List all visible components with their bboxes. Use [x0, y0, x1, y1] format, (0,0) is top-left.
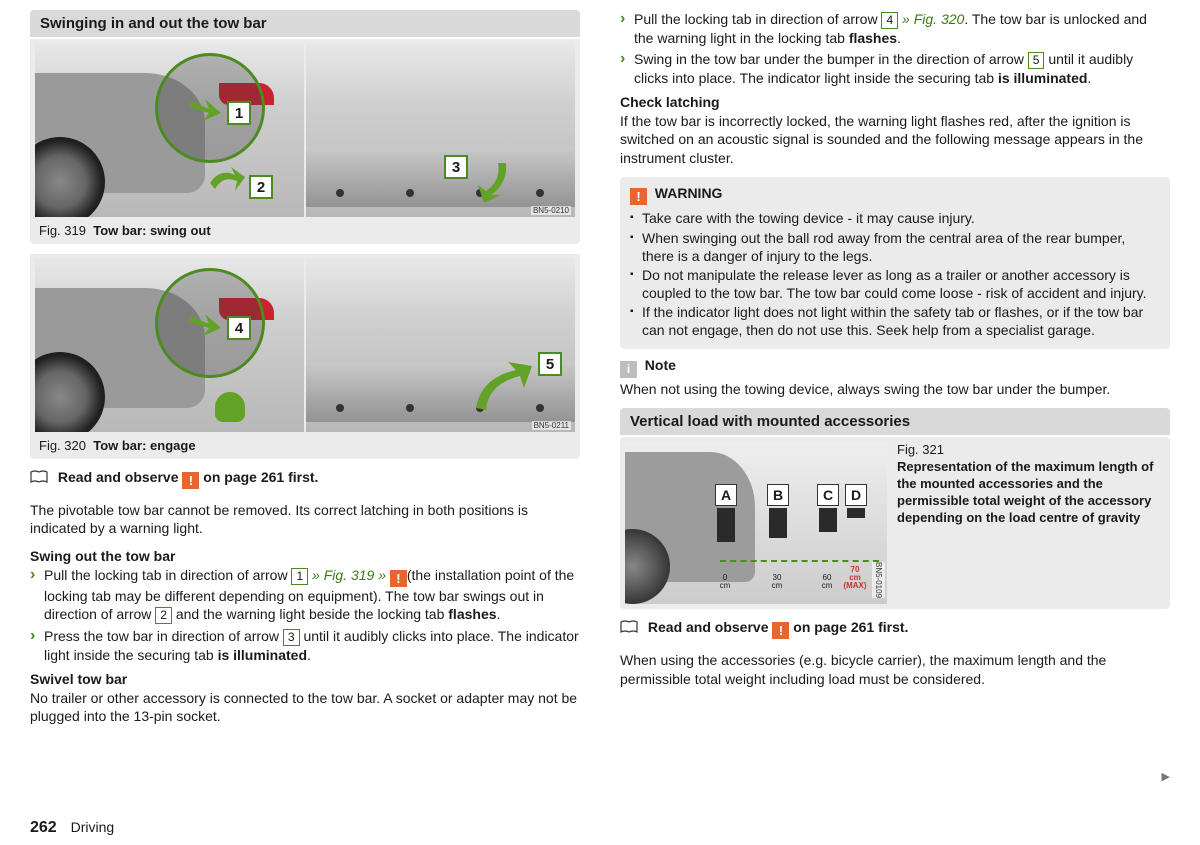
weight-marker: C	[815, 484, 841, 532]
figure-321-image: A 0cm B 30cm C 60cm D 70cm(MAX)	[625, 442, 887, 604]
weight-marker: A	[713, 484, 739, 542]
step-item: Pull the locking tab in direction of arr…	[30, 566, 580, 624]
callout-badge: 4	[227, 316, 251, 340]
image-code: BN5-0109	[872, 562, 885, 598]
note-title: i Note	[620, 357, 1170, 378]
callout-badge: 1	[227, 101, 251, 125]
step-item: Pull the locking tab in direction of arr…	[620, 10, 1170, 47]
figure-320-caption: Fig. 320 Tow bar: engage	[35, 436, 575, 455]
page-number: 262	[30, 819, 57, 836]
section-heading: Swinging in and out the tow bar	[30, 10, 580, 37]
right-column: Pull the locking tab in direction of arr…	[620, 10, 1170, 800]
warning-item: When swinging out the ball rod away from…	[630, 229, 1160, 265]
check-heading: Check latching	[620, 94, 1170, 110]
check-paragraph: If the tow bar is incorrectly locked, th…	[620, 112, 1170, 167]
continuation-icon: ▶	[1162, 770, 1170, 783]
warning-item: Take care with the towing device - it ma…	[630, 209, 1160, 227]
callout-badge: 2	[249, 175, 273, 199]
book-icon	[30, 470, 48, 484]
callout-badge: 5	[538, 352, 562, 376]
left-column: Swinging in and out the tow bar 1 2	[30, 10, 580, 800]
warning-icon: !	[182, 472, 199, 489]
warning-icon: !	[390, 570, 407, 587]
callout-badge: 3	[444, 155, 468, 179]
figure-319-box: 1 2 3 BN5-0210 Fig. 319 Tow ba	[30, 39, 580, 244]
read-observe-line-2: Read and observe ! on page 261 first.	[620, 619, 1170, 639]
arrow-icon	[466, 358, 536, 418]
final-paragraph: When using the accessories (e.g. bicycle…	[620, 651, 1170, 688]
figure-320-box: 4 5 BN5-0211 Fig. 320 Tow bar: engage	[30, 254, 580, 459]
section-heading-2: Vertical load with mounted accessories	[620, 408, 1170, 435]
arrow-icon	[466, 153, 516, 203]
figure-321-caption: Fig. 321 Representation of the maximum l…	[897, 442, 1165, 604]
weight-marker: D	[843, 484, 869, 518]
figure-319-caption: Fig. 319 Tow bar: swing out	[35, 221, 575, 240]
warning-title: ! WARNING	[630, 185, 1160, 205]
figure-320-images: 4 5 BN5-0211	[35, 258, 575, 432]
page-section: Driving	[71, 819, 115, 835]
warning-icon: !	[772, 622, 789, 639]
info-icon: i	[620, 361, 637, 378]
arrow-icon	[205, 163, 245, 203]
step-item: Press the tow bar in direction of arrow …	[30, 627, 580, 664]
swivel-paragraph: No trailer or other accessory is connect…	[30, 689, 580, 726]
arrow-icon	[183, 306, 223, 346]
figure-319-left: 1 2	[35, 43, 304, 217]
swivel-heading: Swivel tow bar	[30, 671, 580, 687]
figure-321-box: A 0cm B 30cm C 60cm D 70cm(MAX)	[620, 437, 1170, 609]
warning-item: If the indicator light does not light wi…	[630, 303, 1160, 339]
page-footer: 262 Driving	[30, 819, 114, 837]
step-item: Swing in the tow bar under the bumper in…	[620, 50, 1170, 87]
book-icon	[620, 620, 638, 634]
image-code: BN5-0210	[531, 206, 571, 215]
warning-icon: !	[630, 188, 647, 205]
arrow-icon	[183, 91, 223, 131]
warning-block: ! WARNING Take care with the towing devi…	[620, 177, 1170, 348]
weight-marker: B	[765, 484, 791, 538]
intro-paragraph: The pivotable tow bar cannot be removed.…	[30, 501, 580, 538]
continue-steps: Pull the locking tab in direction of arr…	[620, 10, 1170, 88]
page-columns: Swinging in and out the tow bar 1 2	[30, 10, 1170, 800]
figure-320-left: 4	[35, 258, 304, 432]
image-code: BN5-0211	[532, 421, 571, 430]
read-observe-line: Read and observe ! on page 261 first.	[30, 469, 580, 489]
swingout-steps: Pull the locking tab in direction of arr…	[30, 566, 580, 665]
swingout-heading: Swing out the tow bar	[30, 548, 580, 564]
warning-item: Do not manipulate the release lever as l…	[630, 266, 1160, 302]
note-paragraph: When not using the towing device, always…	[620, 380, 1170, 398]
figure-320-right: 5	[306, 258, 575, 432]
figure-319-images: 1 2 3 BN5-0210	[35, 43, 575, 217]
figure-319-right: 3	[306, 43, 575, 217]
warning-list: Take care with the towing device - it ma…	[630, 209, 1160, 339]
